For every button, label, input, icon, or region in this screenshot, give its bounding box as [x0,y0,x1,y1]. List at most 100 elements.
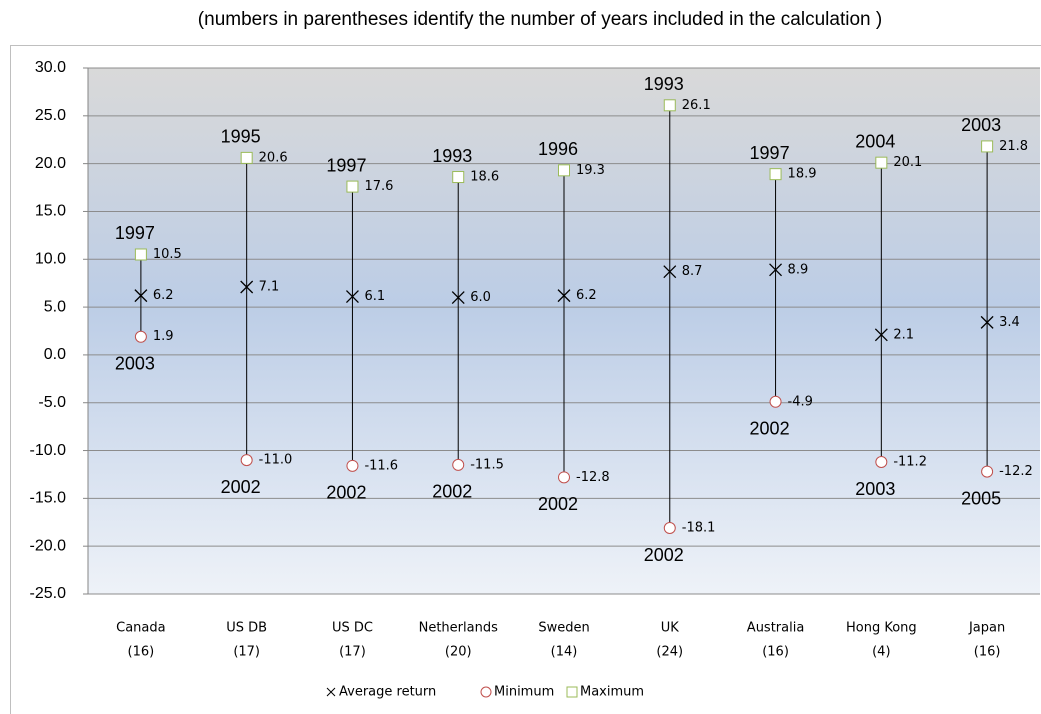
legend-marker [566,686,578,698]
chart-subtitle: (numbers in parentheses identify the num… [198,9,882,30]
x-tick-sublabel: (20) [445,645,472,660]
legend-marker [480,686,492,698]
data-label: 17.6 [364,179,393,194]
average-marker [769,263,783,277]
maximum-marker [981,140,994,153]
data-label: 10.5 [153,247,182,262]
minimum-marker [981,465,994,478]
maximum-marker [663,99,676,112]
minimum-marker [134,330,147,343]
y-tick-label: -25.0 [30,585,67,602]
maximum-marker [346,180,359,193]
maximum-marker [769,168,782,181]
x-tick-label: US DC [332,621,373,636]
year-label: 1995 [221,127,261,147]
average-marker [557,289,571,303]
x-tick-label: US DB [226,621,267,636]
year-label: 2002 [221,477,261,497]
x-tick-sublabel: (17) [339,645,366,660]
legend-marker [326,687,336,697]
average-marker [980,315,994,329]
year-label: 1993 [644,74,684,94]
data-label: -12.8 [576,470,610,485]
y-tick-label: -10.0 [30,442,67,459]
data-label: -4.9 [788,394,813,409]
x-tick-sublabel: (17) [233,645,260,660]
x-tick-sublabel: (24) [656,645,683,660]
data-label: 6.2 [576,288,597,303]
y-tick-label: 25.0 [35,107,66,124]
data-label: 8.9 [788,262,809,277]
year-label: 2003 [115,353,155,373]
average-marker [240,280,254,294]
data-label: -12.2 [999,464,1033,479]
y-tick-label: -5.0 [38,394,66,411]
x-tick-label: Hong Kong [846,621,917,636]
y-tick-label: -20.0 [30,537,67,554]
maximum-marker [452,171,465,184]
data-label: -18.1 [682,521,716,536]
data-label: -11.5 [470,457,504,472]
data-label: 26.1 [682,98,711,113]
data-label: -11.6 [364,458,398,473]
x-tick-label: Australia [747,621,805,636]
legend-label: Average return [339,685,436,700]
data-label: 7.1 [259,280,280,295]
minimum-marker [875,456,888,469]
year-label: 1997 [326,155,366,175]
average-marker [874,328,888,342]
minimum-marker [558,471,570,484]
year-label: 2003 [961,115,1001,135]
year-label: 2002 [644,545,684,565]
maximum-marker [875,156,888,169]
y-tick-label: 20.0 [35,155,66,172]
average-marker [345,290,359,304]
minimum-marker [452,458,465,471]
average-marker [134,289,148,303]
maximum-marker [558,164,570,177]
minimum-marker [769,395,782,408]
x-tick-sublabel: (16) [762,645,789,660]
minimum-marker [240,454,253,467]
data-label: 1.9 [153,329,174,344]
year-label: 2002 [538,494,578,514]
y-tick-label: 0.0 [44,346,66,363]
year-label: 1996 [538,139,578,159]
x-tick-sublabel: (14) [551,645,578,660]
maximum-marker [134,248,147,261]
average-marker [451,291,465,304]
data-label: 6.2 [153,288,174,303]
y-tick-label: 30.0 [35,59,66,76]
maximum-marker [240,151,253,164]
x-tick-label: Netherlands [419,621,498,636]
data-label: 18.6 [470,170,499,185]
year-label: 1997 [115,223,155,243]
data-label: 6.0 [470,290,491,305]
y-tick-label: 10.0 [35,250,66,267]
data-label: -11.0 [259,453,293,468]
data-label: 20.6 [259,150,288,165]
y-tick-label: 15.0 [35,203,66,220]
legend-label: Maximum [580,685,644,700]
data-label: 3.4 [999,315,1020,330]
x-tick-sublabel: (16) [974,645,1001,660]
data-label: 20.1 [893,155,922,170]
data-label: 2.1 [893,327,914,342]
year-label: 2002 [326,483,366,503]
data-label: 6.1 [364,289,385,304]
year-label: 2003 [855,479,895,499]
x-tick-label: UK [661,621,680,636]
x-tick-sublabel: (16) [128,645,155,660]
x-tick-sublabel: (4) [872,645,890,660]
data-label: 8.7 [682,264,703,279]
year-label: 1997 [750,143,790,163]
data-label: -11.2 [893,455,927,470]
minimum-marker [346,459,359,472]
y-tick-label: -15.0 [30,490,67,507]
y-tick-label: 5.0 [44,298,66,315]
data-label: 18.9 [788,167,817,182]
x-tick-label: Japan [968,621,1005,636]
data-label: 19.3 [576,163,605,178]
x-tick-label: Canada [116,621,165,636]
